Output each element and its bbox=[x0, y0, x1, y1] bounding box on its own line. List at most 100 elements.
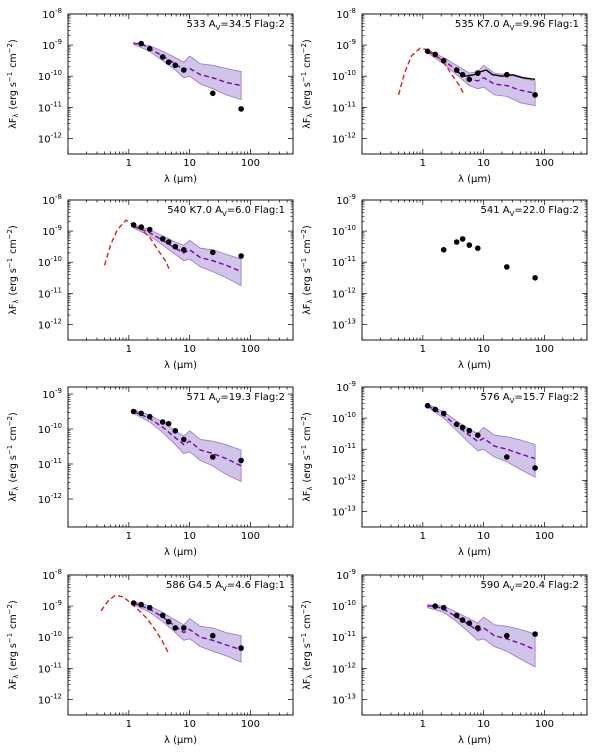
observed-point bbox=[146, 46, 153, 52]
y-tick-label: 10-8 bbox=[42, 193, 62, 207]
av-value: =19.3 bbox=[220, 392, 251, 403]
observed-point bbox=[165, 239, 172, 245]
x-axis-label: λ (μm) bbox=[458, 547, 491, 558]
y-axis-label-part: λF bbox=[302, 118, 313, 129]
x-tick-label: 100 bbox=[535, 158, 554, 169]
x-tick-label: 1 bbox=[420, 531, 426, 542]
observed-point bbox=[466, 242, 473, 248]
av-label: A bbox=[215, 205, 222, 216]
source-id: 535 bbox=[455, 19, 474, 30]
observed-point bbox=[453, 421, 460, 428]
y-axis-label: λFλ (erg s−1 cm−2) bbox=[6, 39, 20, 128]
observed-point bbox=[459, 617, 466, 623]
source-id: 541 bbox=[480, 205, 499, 216]
model-sed-line bbox=[133, 602, 242, 651]
y-tick-label: 10-12 bbox=[332, 286, 356, 300]
observed-point bbox=[138, 601, 144, 608]
x-axis-label: λ (μm) bbox=[164, 360, 197, 371]
y-axis-label-part: −1 bbox=[300, 633, 308, 643]
y-tick-exponent: -8 bbox=[349, 7, 356, 15]
y-tick-exponent: -10 bbox=[345, 411, 356, 419]
y-axis-label-part: −2 bbox=[6, 229, 14, 239]
y-tick-exponent: -10 bbox=[345, 224, 356, 232]
y-tick-exponent: -11 bbox=[345, 100, 356, 108]
y-tick-label: 10-13 bbox=[332, 317, 356, 331]
x-tick-label: 10 bbox=[477, 158, 490, 169]
y-axis-label-part: −2 bbox=[6, 43, 14, 53]
x-tick-label: 10 bbox=[183, 719, 196, 730]
observed-point bbox=[504, 632, 510, 639]
x-tick-label: 1 bbox=[126, 344, 132, 355]
y-axis-label: λFλ (erg s−1 cm−2) bbox=[300, 39, 314, 128]
observed-point bbox=[504, 454, 510, 460]
y-tick-label: 10-10 bbox=[38, 630, 62, 644]
observed-point bbox=[138, 40, 144, 47]
plot-frame bbox=[67, 386, 294, 528]
panel-annotation: 590 AV=20.4 Flag:2 bbox=[480, 580, 579, 593]
x-axis-label: λ (μm) bbox=[164, 735, 197, 746]
y-tick-label: 10-12 bbox=[38, 492, 62, 506]
av-value: =22.0 bbox=[514, 205, 545, 216]
y-axis-label-part: (erg s bbox=[302, 643, 313, 670]
model-sed-line bbox=[133, 225, 242, 273]
y-axis-label-part: λF bbox=[8, 118, 19, 129]
panel-annotation: 576 AV=15.7 Flag:2 bbox=[480, 392, 579, 405]
model-sed-line bbox=[427, 405, 536, 460]
observed-point bbox=[504, 264, 510, 270]
y-tick-exponent: -8 bbox=[55, 7, 62, 15]
x-tick-label: 1 bbox=[126, 719, 132, 730]
observed-point bbox=[165, 59, 172, 65]
observed-point bbox=[453, 67, 460, 73]
y-tick-exponent: -12 bbox=[345, 473, 356, 481]
y-tick-exponent: -10 bbox=[51, 630, 62, 638]
y-axis-label-part: cm bbox=[8, 426, 19, 440]
y-axis-label-part: cm bbox=[302, 614, 313, 628]
y-tick-label: 10-8 bbox=[42, 568, 62, 582]
y-axis-label-part: cm bbox=[8, 53, 19, 67]
y-axis-label: λFλ (erg s−1 cm−2) bbox=[300, 600, 314, 689]
y-axis-label-part: λF bbox=[8, 491, 19, 502]
y-tick-label: 10-10 bbox=[38, 422, 62, 436]
y-axis-label-part: −2 bbox=[300, 229, 308, 239]
observed-point bbox=[424, 402, 431, 409]
observed-point bbox=[453, 239, 460, 245]
model-range-band bbox=[133, 600, 242, 663]
av-label: A bbox=[503, 392, 510, 403]
observed-point bbox=[130, 222, 137, 228]
y-tick-exponent: -11 bbox=[51, 661, 62, 669]
av-value: =6.0 bbox=[227, 205, 251, 216]
observed-point bbox=[475, 70, 481, 76]
observed-point bbox=[475, 432, 481, 438]
y-tick-label: 10-9 bbox=[336, 380, 356, 394]
observed-point bbox=[130, 600, 137, 606]
model-sed-line bbox=[133, 410, 242, 467]
observed-point bbox=[210, 632, 216, 639]
y-tick-exponent: -12 bbox=[345, 131, 356, 139]
panel-571: 1 10 100 10-12 10-11 10-10 10-9 571 AV=19.3 Fla… bbox=[6, 386, 294, 558]
y-tick-exponent: -9 bbox=[55, 38, 62, 46]
observed-point bbox=[440, 57, 447, 64]
observed-point bbox=[146, 226, 153, 233]
source-id: 590 bbox=[480, 580, 499, 591]
model-range-band bbox=[427, 49, 536, 107]
panel-541: 1 10 100 10-13 10-12 10-11 10-10 10-9 541 AV=22.… bbox=[300, 193, 588, 371]
y-axis-label-part: −2 bbox=[6, 604, 14, 614]
y-axis-label-part: ) bbox=[302, 600, 313, 604]
observed-point bbox=[181, 625, 187, 631]
y-axis-label-part: ) bbox=[8, 39, 19, 43]
y-axis-label-part: λF bbox=[8, 679, 19, 690]
panel-annotation: 586 G4.5 AV=4.6 Flag:1 bbox=[166, 580, 285, 593]
y-tick-exponent: -10 bbox=[51, 255, 62, 263]
source-id: 540 bbox=[167, 205, 186, 216]
x-tick-label: 10 bbox=[183, 158, 196, 169]
y-tick-label: 10-12 bbox=[332, 473, 356, 487]
y-tick-exponent: -11 bbox=[51, 100, 62, 108]
x-tick-label: 10 bbox=[477, 531, 490, 542]
observed-point bbox=[172, 428, 179, 434]
observed-point bbox=[181, 247, 187, 253]
y-tick-label: 10-10 bbox=[38, 69, 62, 83]
panel-590: 1 10 100 10-13 10-12 10-11 10-10 10-9 590 AV=20.… bbox=[300, 568, 588, 746]
av-subscript: V bbox=[510, 210, 515, 218]
